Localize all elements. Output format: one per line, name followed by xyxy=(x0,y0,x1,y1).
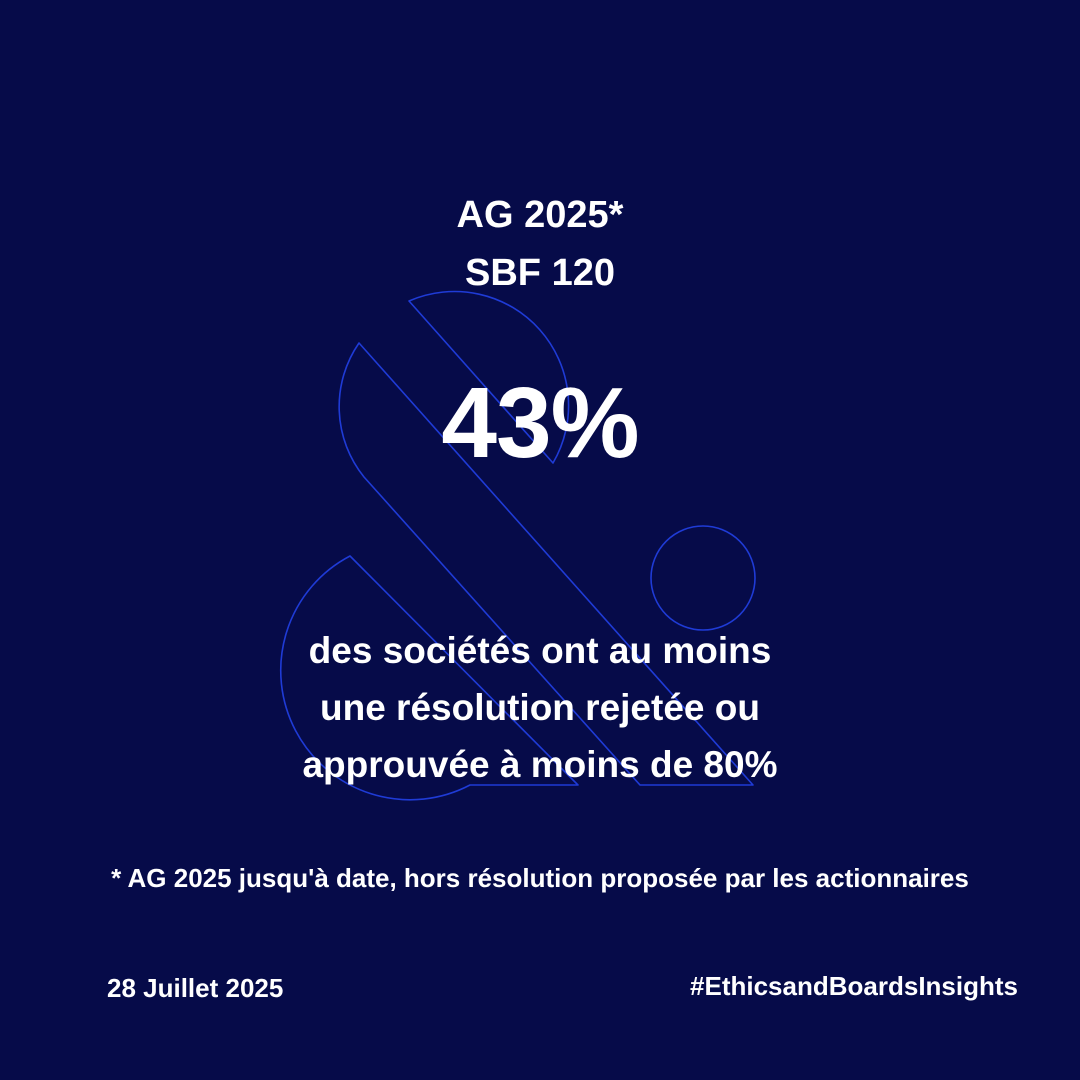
description-line-3: approuvée à moins de 80% xyxy=(302,744,778,785)
hashtag: #EthicsandBoardsInsights xyxy=(690,971,1018,1001)
stat-value: 43% xyxy=(441,367,639,479)
chart-header: AG 2025* SBF 120 xyxy=(0,186,1080,302)
stat-description: des sociétés ont au moins une résolution… xyxy=(0,622,1080,793)
publish-date: 28 Juillet 2025 xyxy=(107,973,284,1003)
header-subtitle: SBF 120 xyxy=(465,252,615,294)
description-line-2: une résolution rejetée ou xyxy=(320,687,760,728)
footnote: * AG 2025 jusqu'à date, hors résolution … xyxy=(111,863,969,893)
header-title: AG 2025* xyxy=(456,194,624,236)
description-line-1: des sociétés ont au moins xyxy=(308,630,772,671)
